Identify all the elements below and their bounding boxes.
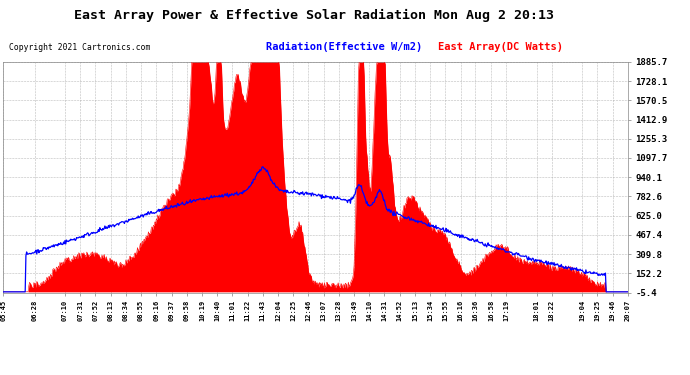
Text: Radiation(Effective W/m2): Radiation(Effective W/m2)	[266, 42, 422, 52]
Text: Copyright 2021 Cartronics.com: Copyright 2021 Cartronics.com	[9, 43, 150, 52]
Text: East Array(DC Watts): East Array(DC Watts)	[438, 42, 563, 52]
Text: East Array Power & Effective Solar Radiation Mon Aug 2 20:13: East Array Power & Effective Solar Radia…	[74, 9, 554, 22]
